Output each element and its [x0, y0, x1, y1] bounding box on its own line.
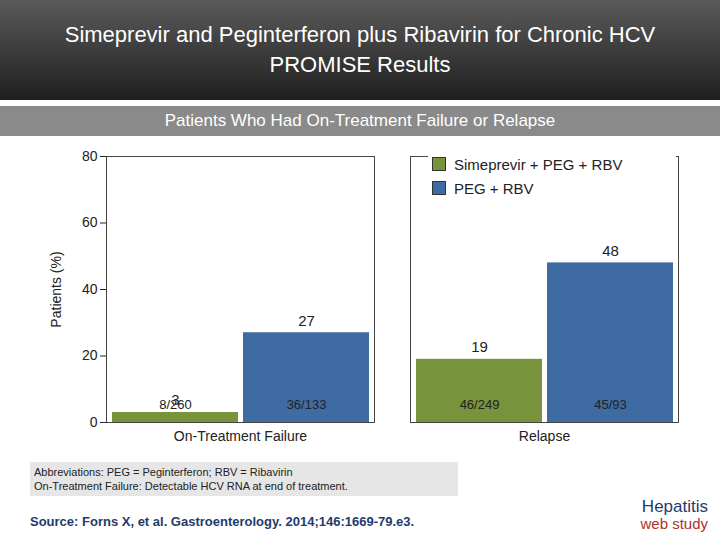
html-text:Abbreviations: PEG = Peginterf: Abbreviations: PEG = Peginterferon; RBV … — [34, 466, 293, 478]
svg-text:80: 80 — [82, 148, 98, 164]
html-text:PEG + RBV: PEG + RBV — [454, 179, 534, 197]
html-text:PROMISE Results: PROMISE Results — [269, 52, 451, 77]
html-text:Hepatitis: Hepatitis — [641, 497, 708, 516]
svg-text:46/249: 46/249 — [460, 397, 500, 412]
html-text:web study: web study — [640, 515, 708, 532]
html-text:Source: Forns X, et al. Gastro: Source: Forns X, et al. Gastroenterology… — [30, 514, 415, 529]
svg-text:27: 27 — [298, 312, 315, 329]
svg-text:45/93: 45/93 — [594, 397, 627, 412]
html-text:Simeprevir + PEG + RBV: Simeprevir + PEG + RBV — [454, 155, 623, 173]
svg-text:20: 20 — [82, 347, 98, 363]
svg-text:On-Treatment Failure: On-Treatment Failure — [174, 428, 308, 444]
svg-text:36/133: 36/133 — [287, 397, 327, 412]
html-text:On-Treatment Failure: Detectab: On-Treatment Failure: Detectable HCV RNA… — [34, 480, 348, 492]
svg-text:40: 40 — [82, 281, 98, 297]
svg-text:60: 60 — [82, 214, 98, 230]
svg-text:48: 48 — [602, 242, 619, 259]
svg-text:0: 0 — [90, 414, 98, 430]
svg-text:3: 3 — [171, 391, 179, 408]
svg-text:Relapse: Relapse — [519, 428, 571, 444]
svg-text:19: 19 — [471, 338, 488, 355]
html-text:Simeprevir and Peginterferon p: Simeprevir and Peginterferon plus Ribavi… — [64, 22, 656, 47]
svg-text:Patients (%): Patients (%) — [48, 251, 64, 327]
html-text:Patients Who Had On-Treatment: Patients Who Had On-Treatment Failure or… — [164, 111, 556, 130]
svg-text:8/260: 8/260 — [159, 396, 192, 412]
